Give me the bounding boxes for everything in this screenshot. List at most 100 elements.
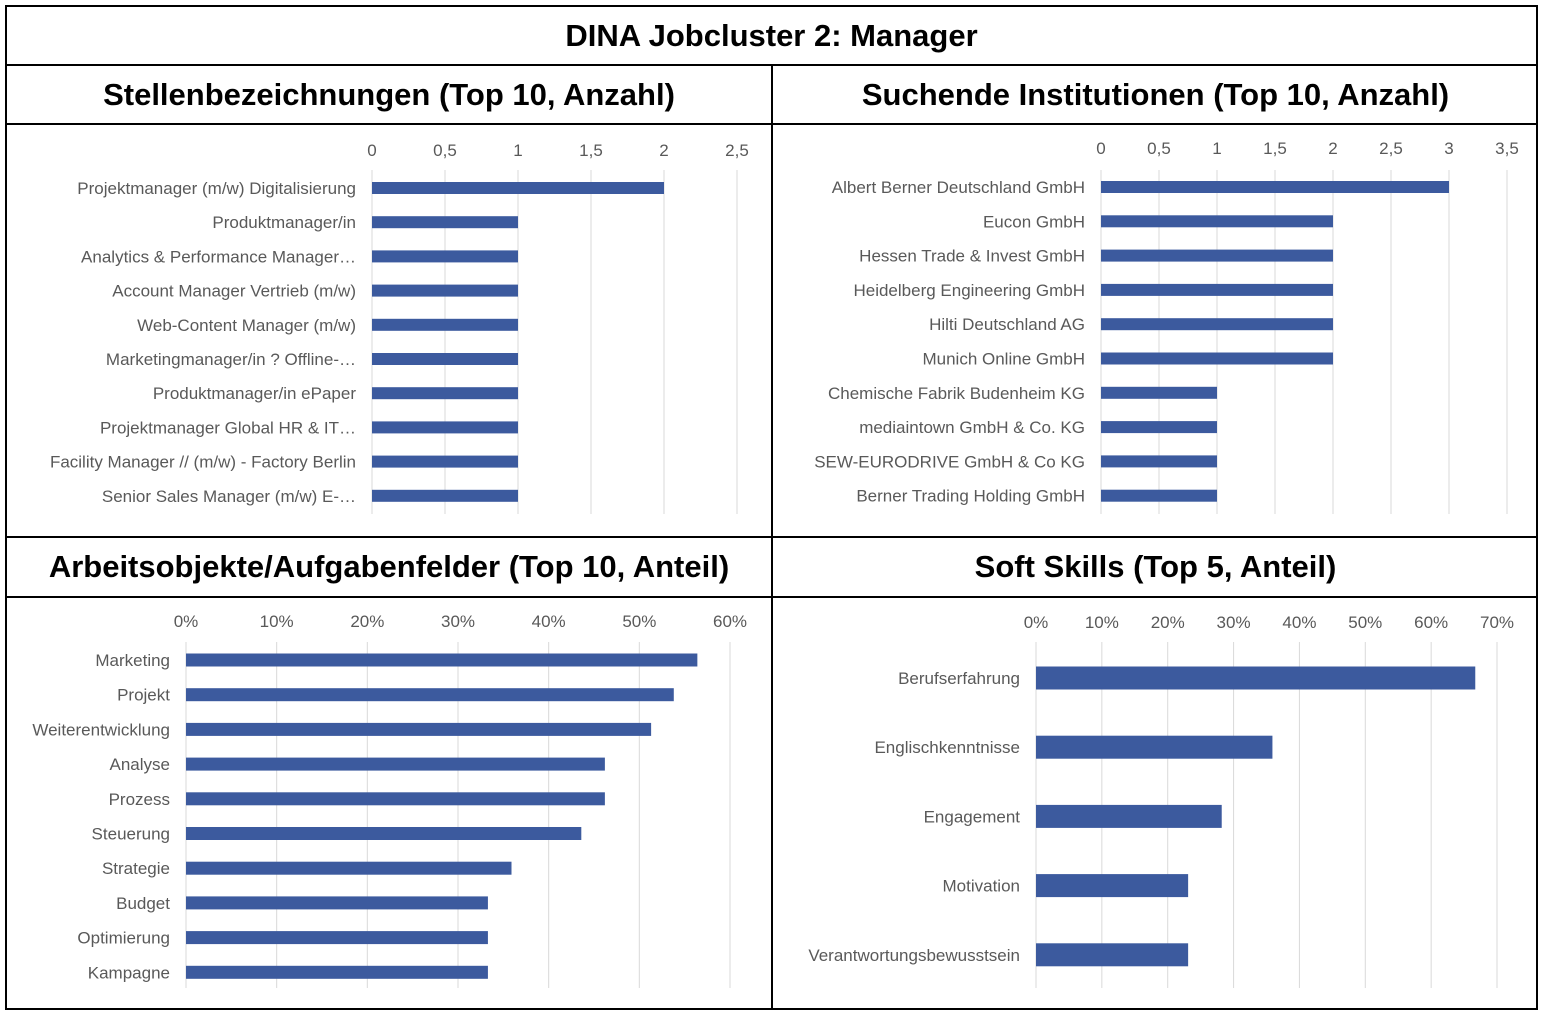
bar [1036, 804, 1222, 828]
category-label: Weiterentwicklung [32, 720, 170, 739]
category-label: Berufserfahrung [898, 669, 1020, 688]
tick-label: 3,5 [1495, 139, 1519, 158]
category-label: Heidelberg Engineering GmbH [853, 281, 1085, 300]
tick-label: 1,5 [579, 141, 603, 160]
category-label: mediaintown GmbH & Co. KG [859, 418, 1085, 437]
bar [372, 182, 664, 194]
tick-label: 50% [1348, 613, 1382, 632]
category-label: Facility Manager // (m/w) - Factory Berl… [50, 453, 356, 472]
bar [372, 318, 518, 331]
chart-title-institutionen: Suchende Institutionen (Top 10, Anzahl) [861, 76, 1450, 112]
bar [372, 216, 518, 229]
bar [1101, 489, 1217, 502]
bar [186, 965, 488, 979]
tick-label: 0,5 [433, 141, 457, 160]
category-label: Web-Content Manager (m/w) [137, 316, 356, 335]
bar [1036, 943, 1189, 967]
bar [1101, 181, 1449, 193]
bar [1101, 249, 1333, 262]
tick-label: 0% [1024, 613, 1049, 632]
tick-label: 1 [1212, 139, 1221, 158]
category-label: Projektmanager (m/w) Digitalisierung [77, 179, 356, 198]
chart-title-stellenbezeichnungen: Stellenbezeichnungen (Top 10, Anzahl) [103, 76, 675, 112]
tick-label: 40% [1282, 613, 1316, 632]
tick-label: 10% [1085, 613, 1119, 632]
bar [372, 284, 518, 297]
tick-label: 30% [1217, 613, 1251, 632]
bar [1101, 318, 1333, 331]
category-label: Englischkenntnisse [874, 738, 1020, 757]
category-label: Projektmanager Global HR & IT… [100, 418, 356, 437]
bar [1036, 874, 1189, 898]
category-label: Projekt [117, 686, 170, 705]
bar [186, 896, 488, 910]
bar [1101, 421, 1217, 434]
bar [186, 792, 605, 806]
tick-label: 3 [1444, 139, 1453, 158]
bar [372, 250, 518, 263]
category-label: Budget [116, 894, 170, 913]
bar [186, 827, 582, 840]
divider-vertical [771, 64, 773, 1010]
tick-label: 1 [513, 141, 522, 160]
chart-title-aufgabenfelder: Arbeitsobjekte/Aufgabenfelder (Top 10, A… [48, 549, 730, 584]
bar [186, 653, 698, 667]
category-label: Verantwortungsbewusstsein [808, 946, 1020, 965]
tick-label: 2 [1328, 139, 1337, 158]
tick-label: 0,5 [1147, 139, 1171, 158]
bar [186, 757, 605, 771]
tick-label: 1,5 [1263, 139, 1287, 158]
bar [372, 387, 518, 400]
category-label: Engagement [924, 807, 1021, 826]
bar [1101, 215, 1333, 228]
category-label: Analytics & Performance Manager… [81, 247, 356, 266]
bar [186, 688, 674, 702]
bar [1036, 666, 1476, 690]
category-label: Analyse [110, 755, 170, 774]
bar [1036, 735, 1273, 759]
category-label: Optimierung [77, 929, 170, 948]
category-label: Motivation [943, 877, 1020, 896]
bar [186, 722, 652, 736]
category-label: Strategie [102, 859, 170, 878]
category-label: Produktmanager/in ePaper [153, 384, 357, 403]
bar [372, 489, 518, 502]
tick-label: 30% [441, 612, 475, 631]
page-title: DINA Jobcluster 2: Manager [565, 17, 978, 53]
bar [372, 455, 518, 468]
category-label: Berner Trading Holding GmbH [856, 487, 1085, 506]
category-label: Marketing [95, 651, 170, 670]
tick-label: 20% [1151, 613, 1185, 632]
category-label: Senior Sales Manager (m/w) E-… [102, 487, 356, 506]
category-label: Eucon GmbH [983, 212, 1085, 231]
bar [1101, 352, 1333, 365]
bar [186, 931, 488, 945]
category-label: Produktmanager/in [212, 213, 356, 232]
tick-label: 2 [659, 141, 668, 160]
bar [186, 861, 512, 875]
tick-label: 0% [174, 612, 199, 631]
category-label: Hessen Trade & Invest GmbH [859, 247, 1085, 266]
tick-label: 2,5 [725, 141, 749, 160]
category-label: SEW-EURODRIVE GmbH & Co KG [814, 452, 1085, 471]
tick-label: 0 [1096, 139, 1105, 158]
category-label: Account Manager Vertrieb (m/w) [112, 282, 356, 301]
tick-label: 60% [1414, 613, 1448, 632]
tick-label: 0 [367, 141, 376, 160]
tick-label: 60% [713, 612, 747, 631]
tick-label: 2,5 [1379, 139, 1403, 158]
bar [1101, 455, 1217, 468]
category-label: Albert Berner Deutschland GmbH [832, 178, 1085, 197]
tick-label: 40% [532, 612, 566, 631]
tick-label: 50% [622, 612, 656, 631]
tick-label: 70% [1480, 613, 1514, 632]
bar [372, 421, 518, 434]
category-label: Chemische Fabrik Budenheim KG [828, 384, 1085, 403]
category-label: Kampagne [88, 963, 170, 982]
category-label: Munich Online GmbH [922, 350, 1085, 369]
category-label: Prozess [109, 790, 170, 809]
tick-label: 20% [350, 612, 384, 631]
